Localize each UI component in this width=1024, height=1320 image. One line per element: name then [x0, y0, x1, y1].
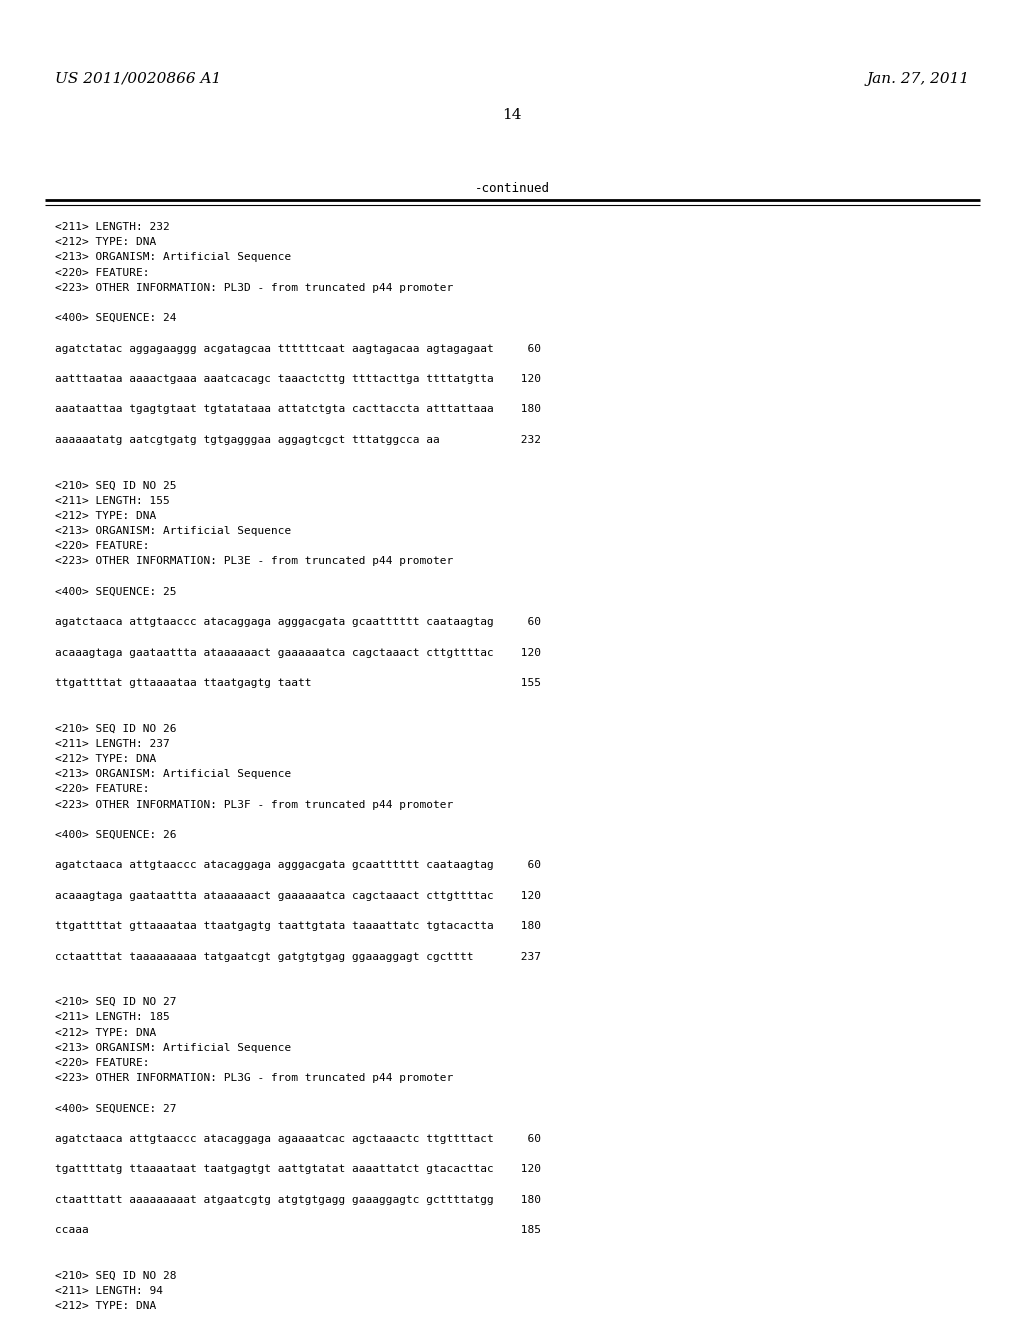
Text: <212> TYPE: DNA: <212> TYPE: DNA: [55, 511, 157, 521]
Text: <400> SEQUENCE: 27: <400> SEQUENCE: 27: [55, 1104, 176, 1114]
Text: <223> OTHER INFORMATION: PL3F - from truncated p44 promoter: <223> OTHER INFORMATION: PL3F - from tru…: [55, 800, 454, 809]
Text: <210> SEQ ID NO 28: <210> SEQ ID NO 28: [55, 1271, 176, 1280]
Text: <213> ORGANISM: Artificial Sequence: <213> ORGANISM: Artificial Sequence: [55, 252, 291, 263]
Text: <220> FEATURE:: <220> FEATURE:: [55, 1059, 150, 1068]
Text: <220> FEATURE:: <220> FEATURE:: [55, 541, 150, 552]
Text: <211> LENGTH: 94: <211> LENGTH: 94: [55, 1286, 163, 1296]
Text: <211> LENGTH: 232: <211> LENGTH: 232: [55, 222, 170, 232]
Text: <213> ORGANISM: Artificial Sequence: <213> ORGANISM: Artificial Sequence: [55, 1043, 291, 1053]
Text: agatctaaca attgtaaccc atacaggaga agggacgata gcaatttttt caataagtag     60: agatctaaca attgtaaccc atacaggaga agggacg…: [55, 618, 541, 627]
Text: ttgattttat gttaaaataa ttaatgagtg taattgtata taaaattatc tgtacactta    180: ttgattttat gttaaaataa ttaatgagtg taattgt…: [55, 921, 541, 931]
Text: aaataattaa tgagtgtaat tgtatataaa attatctgta cacttaccta atttattaaa    180: aaataattaa tgagtgtaat tgtatataaa attatct…: [55, 404, 541, 414]
Text: <212> TYPE: DNA: <212> TYPE: DNA: [55, 754, 157, 764]
Text: acaaagtaga gaataattta ataaaaaact gaaaaaatca cagctaaact cttgttttac    120: acaaagtaga gaataattta ataaaaaact gaaaaaa…: [55, 648, 541, 657]
Text: ctaatttatt aaaaaaaaat atgaatcgtg atgtgtgagg gaaaggagtc gcttttatgg    180: ctaatttatt aaaaaaaaat atgaatcgtg atgtgtg…: [55, 1195, 541, 1205]
Text: aaaaaatatg aatcgtgatg tgtgagggaa aggagtcgct tttatggcca aa            232: aaaaaatatg aatcgtgatg tgtgagggaa aggagtc…: [55, 434, 541, 445]
Text: <211> LENGTH: 185: <211> LENGTH: 185: [55, 1012, 170, 1023]
Text: <220> FEATURE:: <220> FEATURE:: [55, 268, 150, 277]
Text: <223> OTHER INFORMATION: PL3G - from truncated p44 promoter: <223> OTHER INFORMATION: PL3G - from tru…: [55, 1073, 454, 1084]
Text: agatctaaca attgtaaccc atacaggaga agggacgata gcaatttttt caataagtag     60: agatctaaca attgtaaccc atacaggaga agggacg…: [55, 861, 541, 870]
Text: <212> TYPE: DNA: <212> TYPE: DNA: [55, 1302, 157, 1311]
Text: Jan. 27, 2011: Jan. 27, 2011: [867, 73, 970, 86]
Text: <212> TYPE: DNA: <212> TYPE: DNA: [55, 238, 157, 247]
Text: <400> SEQUENCE: 25: <400> SEQUENCE: 25: [55, 587, 176, 597]
Text: <210> SEQ ID NO 27: <210> SEQ ID NO 27: [55, 997, 176, 1007]
Text: <400> SEQUENCE: 26: <400> SEQUENCE: 26: [55, 830, 176, 840]
Text: agatctaaca attgtaaccc atacaggaga agaaaatcac agctaaactc ttgttttact     60: agatctaaca attgtaaccc atacaggaga agaaaat…: [55, 1134, 541, 1144]
Text: <211> LENGTH: 237: <211> LENGTH: 237: [55, 739, 170, 748]
Text: <212> TYPE: DNA: <212> TYPE: DNA: [55, 1027, 157, 1038]
Text: <223> OTHER INFORMATION: PL3D - from truncated p44 promoter: <223> OTHER INFORMATION: PL3D - from tru…: [55, 282, 454, 293]
Text: tgattttatg ttaaaataat taatgagtgt aattgtatat aaaattatct gtacacttac    120: tgattttatg ttaaaataat taatgagtgt aattgta…: [55, 1164, 541, 1175]
Text: aatttaataa aaaactgaaa aaatcacagc taaactcttg ttttacttga ttttatgtta    120: aatttaataa aaaactgaaa aaatcacagc taaactc…: [55, 374, 541, 384]
Text: -continued: -continued: [474, 182, 550, 195]
Text: cctaatttat taaaaaaaaa tatgaatcgt gatgtgtgag ggaaaggagt cgctttt       237: cctaatttat taaaaaaaaa tatgaatcgt gatgtgt…: [55, 952, 541, 961]
Text: <400> SEQUENCE: 24: <400> SEQUENCE: 24: [55, 313, 176, 323]
Text: <210> SEQ ID NO 26: <210> SEQ ID NO 26: [55, 723, 176, 734]
Text: acaaagtaga gaataattta ataaaaaact gaaaaaatca cagctaaact cttgttttac    120: acaaagtaga gaataattta ataaaaaact gaaaaaa…: [55, 891, 541, 900]
Text: US 2011/0020866 A1: US 2011/0020866 A1: [55, 73, 221, 86]
Text: <210> SEQ ID NO 25: <210> SEQ ID NO 25: [55, 480, 176, 491]
Text: <213> ORGANISM: Artificial Sequence: <213> ORGANISM: Artificial Sequence: [55, 525, 291, 536]
Text: <211> LENGTH: 155: <211> LENGTH: 155: [55, 495, 170, 506]
Text: <223> OTHER INFORMATION: PL3E - from truncated p44 promoter: <223> OTHER INFORMATION: PL3E - from tru…: [55, 557, 454, 566]
Text: <213> ORGANISM: Artificial Sequence: <213> ORGANISM: Artificial Sequence: [55, 770, 291, 779]
Text: ccaaa                                                                185: ccaaa 185: [55, 1225, 541, 1236]
Text: 14: 14: [502, 108, 522, 121]
Text: <220> FEATURE:: <220> FEATURE:: [55, 784, 150, 795]
Text: ttgattttat gttaaaataa ttaatgagtg taatt                               155: ttgattttat gttaaaataa ttaatgagtg taatt 1…: [55, 678, 541, 688]
Text: agatctatac aggagaaggg acgatagcaa ttttttcaat aagtagacaa agtagagaat     60: agatctatac aggagaaggg acgatagcaa ttttttc…: [55, 343, 541, 354]
